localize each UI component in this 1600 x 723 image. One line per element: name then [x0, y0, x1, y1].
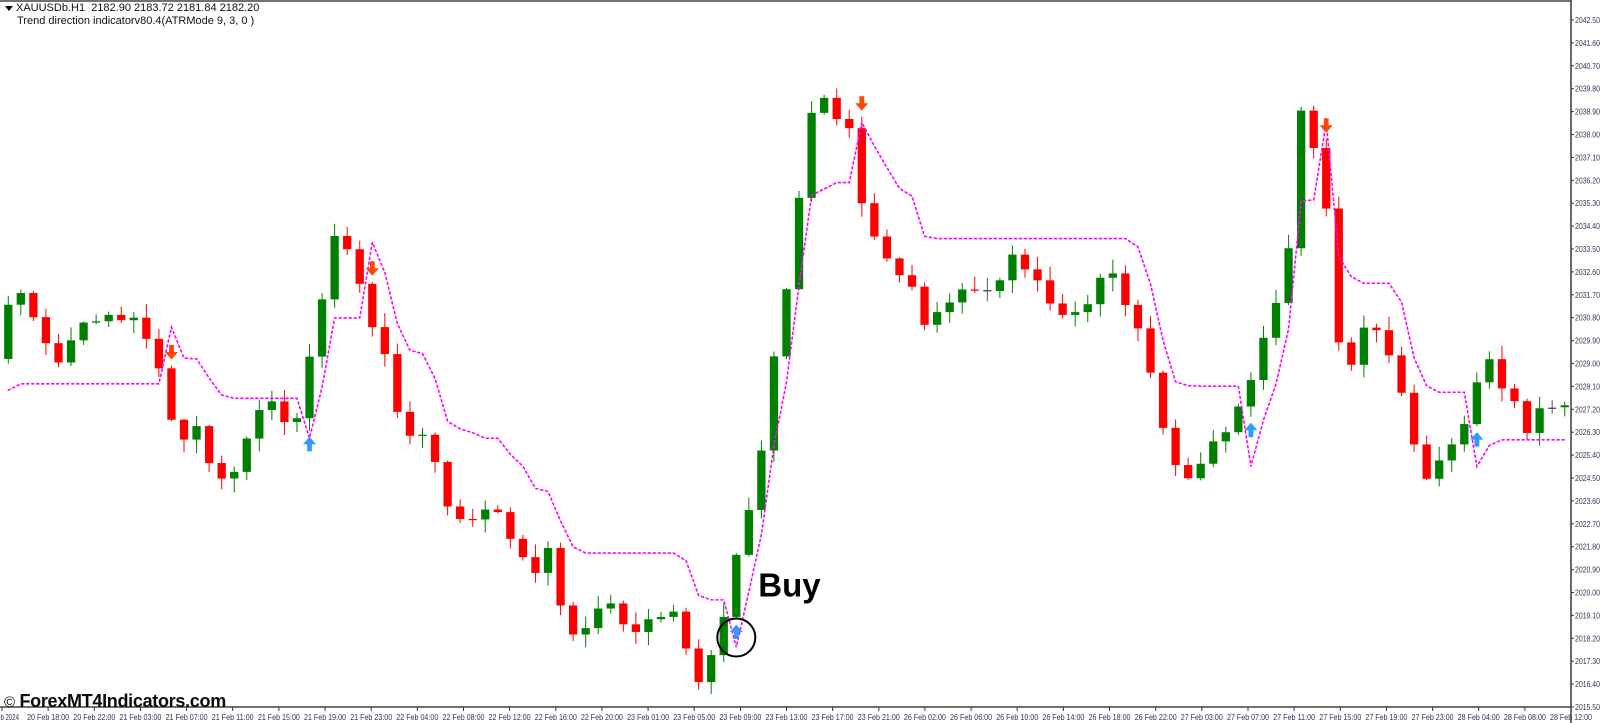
svg-text:2035.30: 2035.30 — [1575, 198, 1600, 208]
svg-text:27 Feb 07:00: 27 Feb 07:00 — [1227, 712, 1269, 722]
svg-text:22 Feb 16:00: 22 Feb 16:00 — [535, 712, 577, 722]
svg-text:26 Feb 02:00: 26 Feb 02:00 — [904, 712, 946, 722]
svg-text:22 Feb 20:00: 22 Feb 20:00 — [581, 712, 623, 722]
svg-text:20 Feb 2024: 20 Feb 2024 — [0, 712, 19, 722]
svg-text:21 Feb 11:00: 21 Feb 11:00 — [212, 712, 254, 722]
svg-text:23 Feb 17:00: 23 Feb 17:00 — [812, 712, 854, 722]
svg-text:2032.60: 2032.60 — [1575, 267, 1600, 277]
svg-text:2020.90: 2020.90 — [1575, 565, 1600, 575]
svg-text:2025.40: 2025.40 — [1575, 450, 1600, 460]
svg-text:2026.30: 2026.30 — [1575, 427, 1600, 437]
svg-text:28 Feb 08:00: 28 Feb 08:00 — [1504, 712, 1546, 722]
svg-text:21 Feb 07:00: 21 Feb 07:00 — [166, 712, 208, 722]
svg-text:2039.80: 2039.80 — [1575, 84, 1600, 94]
svg-text:2022.70: 2022.70 — [1575, 519, 1600, 529]
svg-text:Buy: Buy — [758, 567, 821, 604]
svg-text:27 Feb 15:00: 27 Feb 15:00 — [1319, 712, 1361, 722]
svg-text:28 Feb 04:00: 28 Feb 04:00 — [1458, 712, 1500, 722]
svg-text:23 Feb 01:00: 23 Feb 01:00 — [627, 712, 669, 722]
svg-text:2015.50: 2015.50 — [1575, 702, 1600, 712]
svg-text:22 Feb 12:00: 22 Feb 12:00 — [489, 712, 531, 722]
svg-text:2037.10: 2037.10 — [1575, 152, 1600, 162]
svg-text:2029.00: 2029.00 — [1575, 359, 1600, 369]
svg-text:2028.10: 2028.10 — [1575, 381, 1600, 391]
svg-text:26 Feb 10:00: 26 Feb 10:00 — [996, 712, 1038, 722]
svg-text:2031.70: 2031.70 — [1575, 290, 1600, 300]
svg-text:2030.80: 2030.80 — [1575, 313, 1600, 323]
svg-text:26 Feb 22:00: 26 Feb 22:00 — [1135, 712, 1177, 722]
svg-text:22 Feb 04:00: 22 Feb 04:00 — [396, 712, 438, 722]
svg-text:26 Feb 18:00: 26 Feb 18:00 — [1089, 712, 1131, 722]
svg-text:20 Feb 18:00: 20 Feb 18:00 — [27, 712, 69, 722]
svg-text:2038.00: 2038.00 — [1575, 130, 1600, 140]
svg-text:27 Feb 03:00: 27 Feb 03:00 — [1181, 712, 1223, 722]
svg-text:2036.20: 2036.20 — [1575, 175, 1600, 185]
svg-text:2027.20: 2027.20 — [1575, 404, 1600, 414]
svg-text:2016.40: 2016.40 — [1575, 679, 1600, 689]
svg-text:2017.30: 2017.30 — [1575, 656, 1600, 666]
svg-text:23 Feb 21:00: 23 Feb 21:00 — [858, 712, 900, 722]
svg-text:2041.60: 2041.60 — [1575, 38, 1600, 48]
svg-text:2029.90: 2029.90 — [1575, 336, 1600, 346]
svg-text:2038.90: 2038.90 — [1575, 107, 1600, 117]
svg-text:23 Feb 05:00: 23 Feb 05:00 — [673, 712, 715, 722]
svg-text:21 Feb 03:00: 21 Feb 03:00 — [119, 712, 161, 722]
svg-text:2042.50: 2042.50 — [1575, 15, 1600, 25]
svg-text:27 Feb 19:00: 27 Feb 19:00 — [1365, 712, 1407, 722]
svg-text:2024.50: 2024.50 — [1575, 473, 1600, 483]
svg-text:20 Feb 22:00: 20 Feb 22:00 — [73, 712, 115, 722]
svg-text:21 Feb 19:00: 21 Feb 19:00 — [304, 712, 346, 722]
svg-text:2023.60: 2023.60 — [1575, 496, 1600, 506]
svg-text:22 Feb 08:00: 22 Feb 08:00 — [443, 712, 485, 722]
svg-text:2033.50: 2033.50 — [1575, 244, 1600, 254]
svg-text:2034.40: 2034.40 — [1575, 221, 1600, 231]
svg-text:27 Feb 11:00: 27 Feb 11:00 — [1273, 712, 1315, 722]
svg-text:27 Feb 23:00: 27 Feb 23:00 — [1412, 712, 1454, 722]
svg-text:2019.10: 2019.10 — [1575, 610, 1600, 620]
svg-text:2020.00: 2020.00 — [1575, 588, 1600, 598]
svg-text:2021.80: 2021.80 — [1575, 542, 1600, 552]
svg-text:2018.20: 2018.20 — [1575, 633, 1600, 643]
svg-text:21 Feb 23:00: 21 Feb 23:00 — [350, 712, 392, 722]
svg-text:26 Feb 14:00: 26 Feb 14:00 — [1042, 712, 1084, 722]
svg-text:2040.70: 2040.70 — [1575, 61, 1600, 71]
svg-text:23 Feb 13:00: 23 Feb 13:00 — [766, 712, 808, 722]
svg-text:23 Feb 09:00: 23 Feb 09:00 — [719, 712, 761, 722]
svg-text:26 Feb 06:00: 26 Feb 06:00 — [950, 712, 992, 722]
svg-text:21 Feb 15:00: 21 Feb 15:00 — [258, 712, 300, 722]
